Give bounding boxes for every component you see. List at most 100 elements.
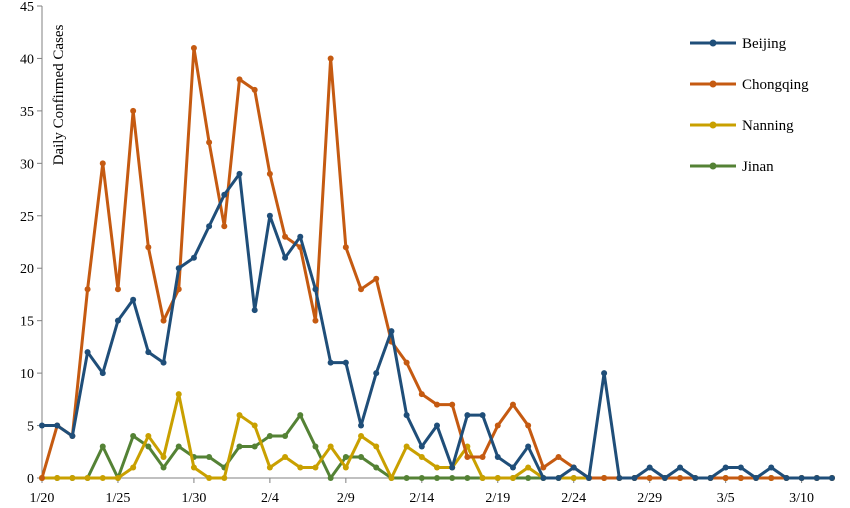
data-point	[388, 475, 395, 481]
data-point	[160, 454, 167, 461]
data-point	[282, 233, 289, 240]
data-point	[464, 412, 471, 419]
data-point	[114, 475, 121, 481]
series-beijing	[39, 170, 835, 481]
data-point	[206, 139, 213, 146]
x-tick-label: 1/30	[181, 491, 206, 506]
data-point	[403, 443, 410, 450]
data-point	[829, 475, 835, 481]
data-point	[206, 475, 213, 481]
data-point	[190, 254, 197, 261]
data-point	[312, 317, 319, 324]
data-point	[449, 401, 456, 408]
data-point	[312, 286, 319, 293]
data-point	[449, 464, 456, 471]
series-lines	[39, 44, 835, 481]
data-point	[160, 359, 167, 366]
y-tick-label: 15	[20, 315, 34, 330]
legend-item-nanning: Nanning	[690, 118, 794, 134]
legend-label: Chongqing	[742, 77, 809, 93]
data-point	[403, 359, 410, 366]
data-point	[266, 170, 273, 177]
data-point	[145, 244, 152, 251]
data-point	[130, 107, 137, 114]
y-tick-label: 35	[20, 105, 34, 120]
legend: Beijing Chongqing Nanning Jinan	[690, 36, 809, 175]
data-point	[494, 422, 501, 429]
data-point	[494, 454, 501, 461]
data-point	[464, 475, 471, 481]
legend-item-beijing: Beijing	[690, 36, 787, 52]
data-point	[54, 422, 61, 429]
data-point	[570, 475, 577, 481]
x-tick-label: 2/24	[561, 491, 586, 506]
data-point	[221, 223, 228, 230]
y-axis-title: Daily Confirmed Cases	[51, 24, 67, 165]
legend-item-jinan: Jinan	[690, 159, 774, 175]
data-point	[206, 454, 213, 461]
legend-item-chongqing: Chongqing	[690, 77, 809, 93]
data-point	[327, 359, 334, 366]
series-line-beijing	[42, 172, 832, 480]
data-point	[130, 296, 137, 303]
data-point	[190, 464, 197, 471]
y-tick-label: 45	[20, 0, 34, 15]
data-point	[342, 244, 349, 251]
data-point	[221, 191, 228, 198]
legend-swatch-marker	[709, 39, 717, 47]
data-point	[646, 464, 653, 471]
data-point	[282, 433, 289, 440]
data-point	[251, 422, 258, 429]
data-point	[434, 422, 440, 429]
data-point	[266, 212, 273, 219]
data-point	[297, 233, 304, 240]
data-point	[39, 422, 45, 429]
data-point	[99, 475, 106, 481]
data-point	[434, 464, 440, 471]
data-point	[418, 475, 425, 481]
x-tick-label: 2/9	[337, 491, 355, 506]
y-tick-label: 0	[27, 472, 34, 487]
data-point	[418, 391, 425, 398]
data-point	[327, 55, 334, 62]
data-point	[84, 286, 91, 293]
data-point	[525, 443, 532, 450]
data-point	[737, 475, 744, 481]
data-point	[190, 44, 197, 51]
data-point	[783, 475, 790, 481]
data-point	[130, 464, 137, 471]
x-tick-label: 3/10	[789, 491, 814, 506]
data-point	[677, 475, 684, 481]
data-point	[434, 401, 440, 408]
legend-swatch-marker	[709, 162, 717, 170]
legend-label: Beijing	[742, 36, 787, 52]
data-point	[464, 454, 471, 461]
data-point	[145, 433, 152, 440]
data-point	[99, 160, 106, 167]
x-tick-label: 3/5	[717, 491, 735, 506]
y-tick-label: 5	[27, 420, 34, 435]
data-point	[145, 443, 152, 450]
data-point	[737, 464, 744, 471]
data-point	[54, 475, 61, 481]
data-point	[358, 433, 365, 440]
data-point	[601, 370, 608, 377]
legend-swatch-marker	[709, 80, 717, 88]
data-point	[798, 475, 805, 481]
x-tick-label: 2/19	[485, 491, 510, 506]
data-point	[312, 464, 319, 471]
data-point	[753, 475, 760, 481]
data-point	[373, 370, 380, 377]
data-point	[282, 454, 289, 461]
data-point	[145, 349, 152, 356]
x-tick-label: 1/20	[30, 491, 55, 506]
tick-labels: 0 5 10 15 20 25 30 35 40 45 1/20 1/25 1/30 2/4 2/9 2/14…	[20, 0, 814, 506]
data-point	[570, 464, 577, 471]
data-point	[540, 475, 547, 481]
axes	[37, 5, 832, 483]
data-point	[251, 443, 258, 450]
data-point	[114, 286, 121, 293]
data-point	[722, 464, 729, 471]
data-point	[616, 475, 623, 481]
data-point	[312, 443, 319, 450]
